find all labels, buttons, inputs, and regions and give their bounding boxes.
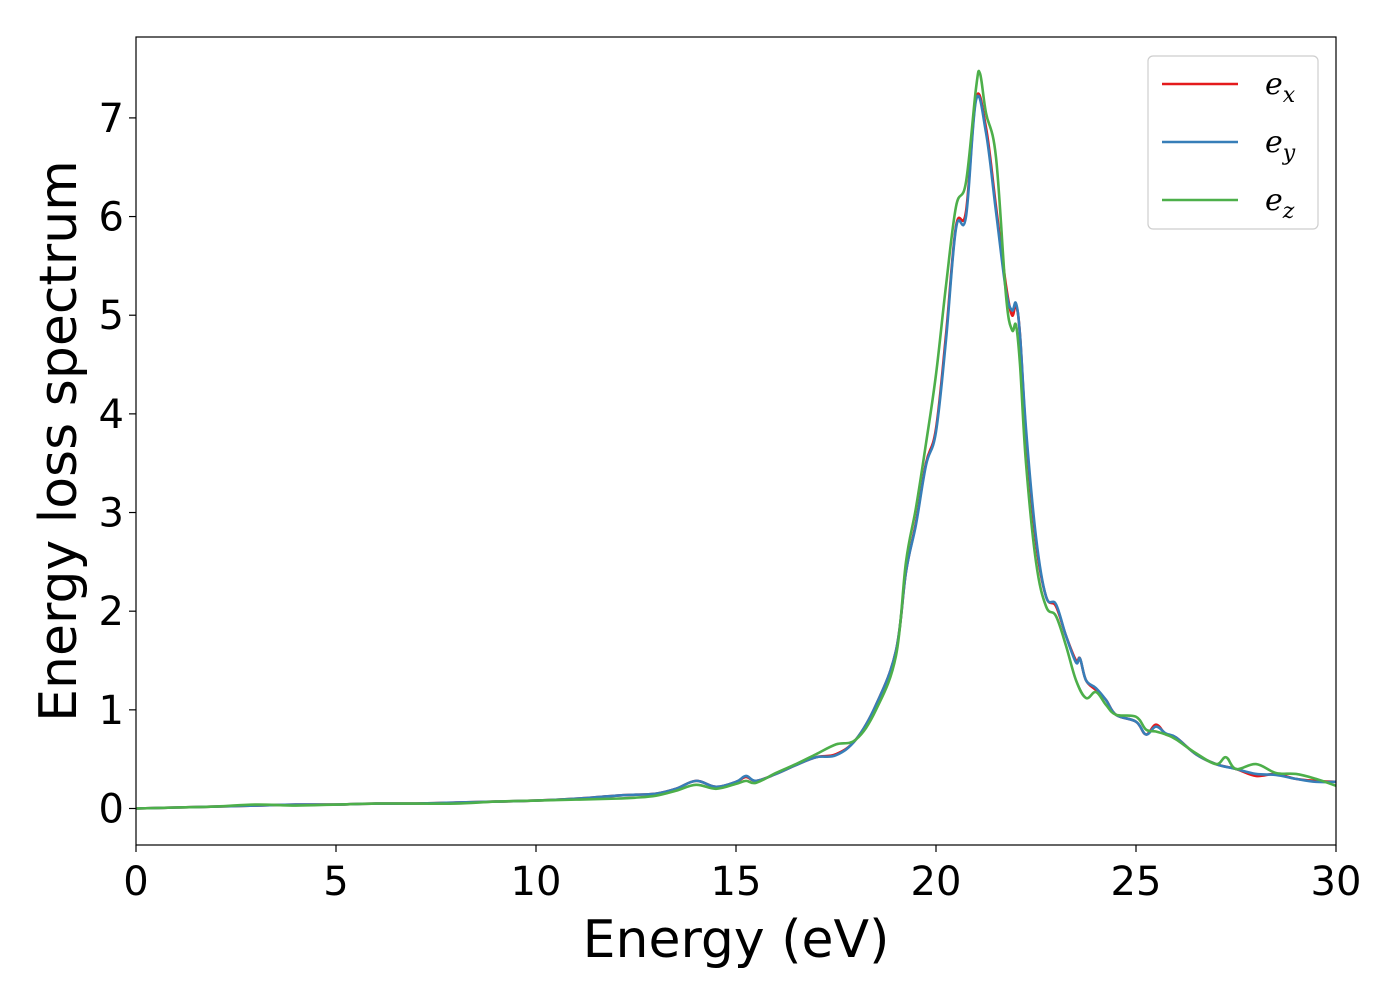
series-layer bbox=[135, 69, 1337, 810]
legend: ex ey ez bbox=[1147, 55, 1319, 230]
y-axis-title: Energy loss spectrum bbox=[29, 160, 89, 722]
series-line-z bbox=[135, 69, 1337, 810]
y-tick-label: 6 bbox=[99, 195, 124, 241]
legend-label-z: ez bbox=[1265, 183, 1295, 224]
legend-label-x: ex bbox=[1265, 67, 1296, 108]
y-tick-label: 4 bbox=[99, 392, 124, 438]
legend-label-y: ey bbox=[1265, 125, 1296, 166]
y-tick-label: 2 bbox=[99, 589, 124, 635]
y-tick-label: 7 bbox=[99, 96, 124, 142]
x-tick-label: 30 bbox=[1311, 859, 1362, 905]
x-axis-ticks: 0 5 10 15 20 25 30 bbox=[123, 845, 1361, 905]
y-tick-label: 3 bbox=[99, 491, 124, 537]
x-tick-label: 20 bbox=[911, 859, 962, 905]
plot-background bbox=[136, 37, 1336, 845]
x-tick-label: 25 bbox=[1111, 859, 1162, 905]
x-axis-title: Energy (eV) bbox=[583, 910, 890, 970]
x-tick-label: 0 bbox=[123, 859, 148, 905]
x-tick-label: 5 bbox=[323, 859, 348, 905]
x-tick-label: 10 bbox=[511, 859, 562, 905]
y-tick-label: 0 bbox=[99, 786, 124, 832]
x-tick-label: 15 bbox=[711, 859, 762, 905]
y-tick-label: 1 bbox=[99, 688, 124, 734]
y-tick-label: 5 bbox=[99, 293, 124, 339]
y-axis-ticks: 0 1 2 3 4 5 6 7 bbox=[99, 96, 136, 832]
